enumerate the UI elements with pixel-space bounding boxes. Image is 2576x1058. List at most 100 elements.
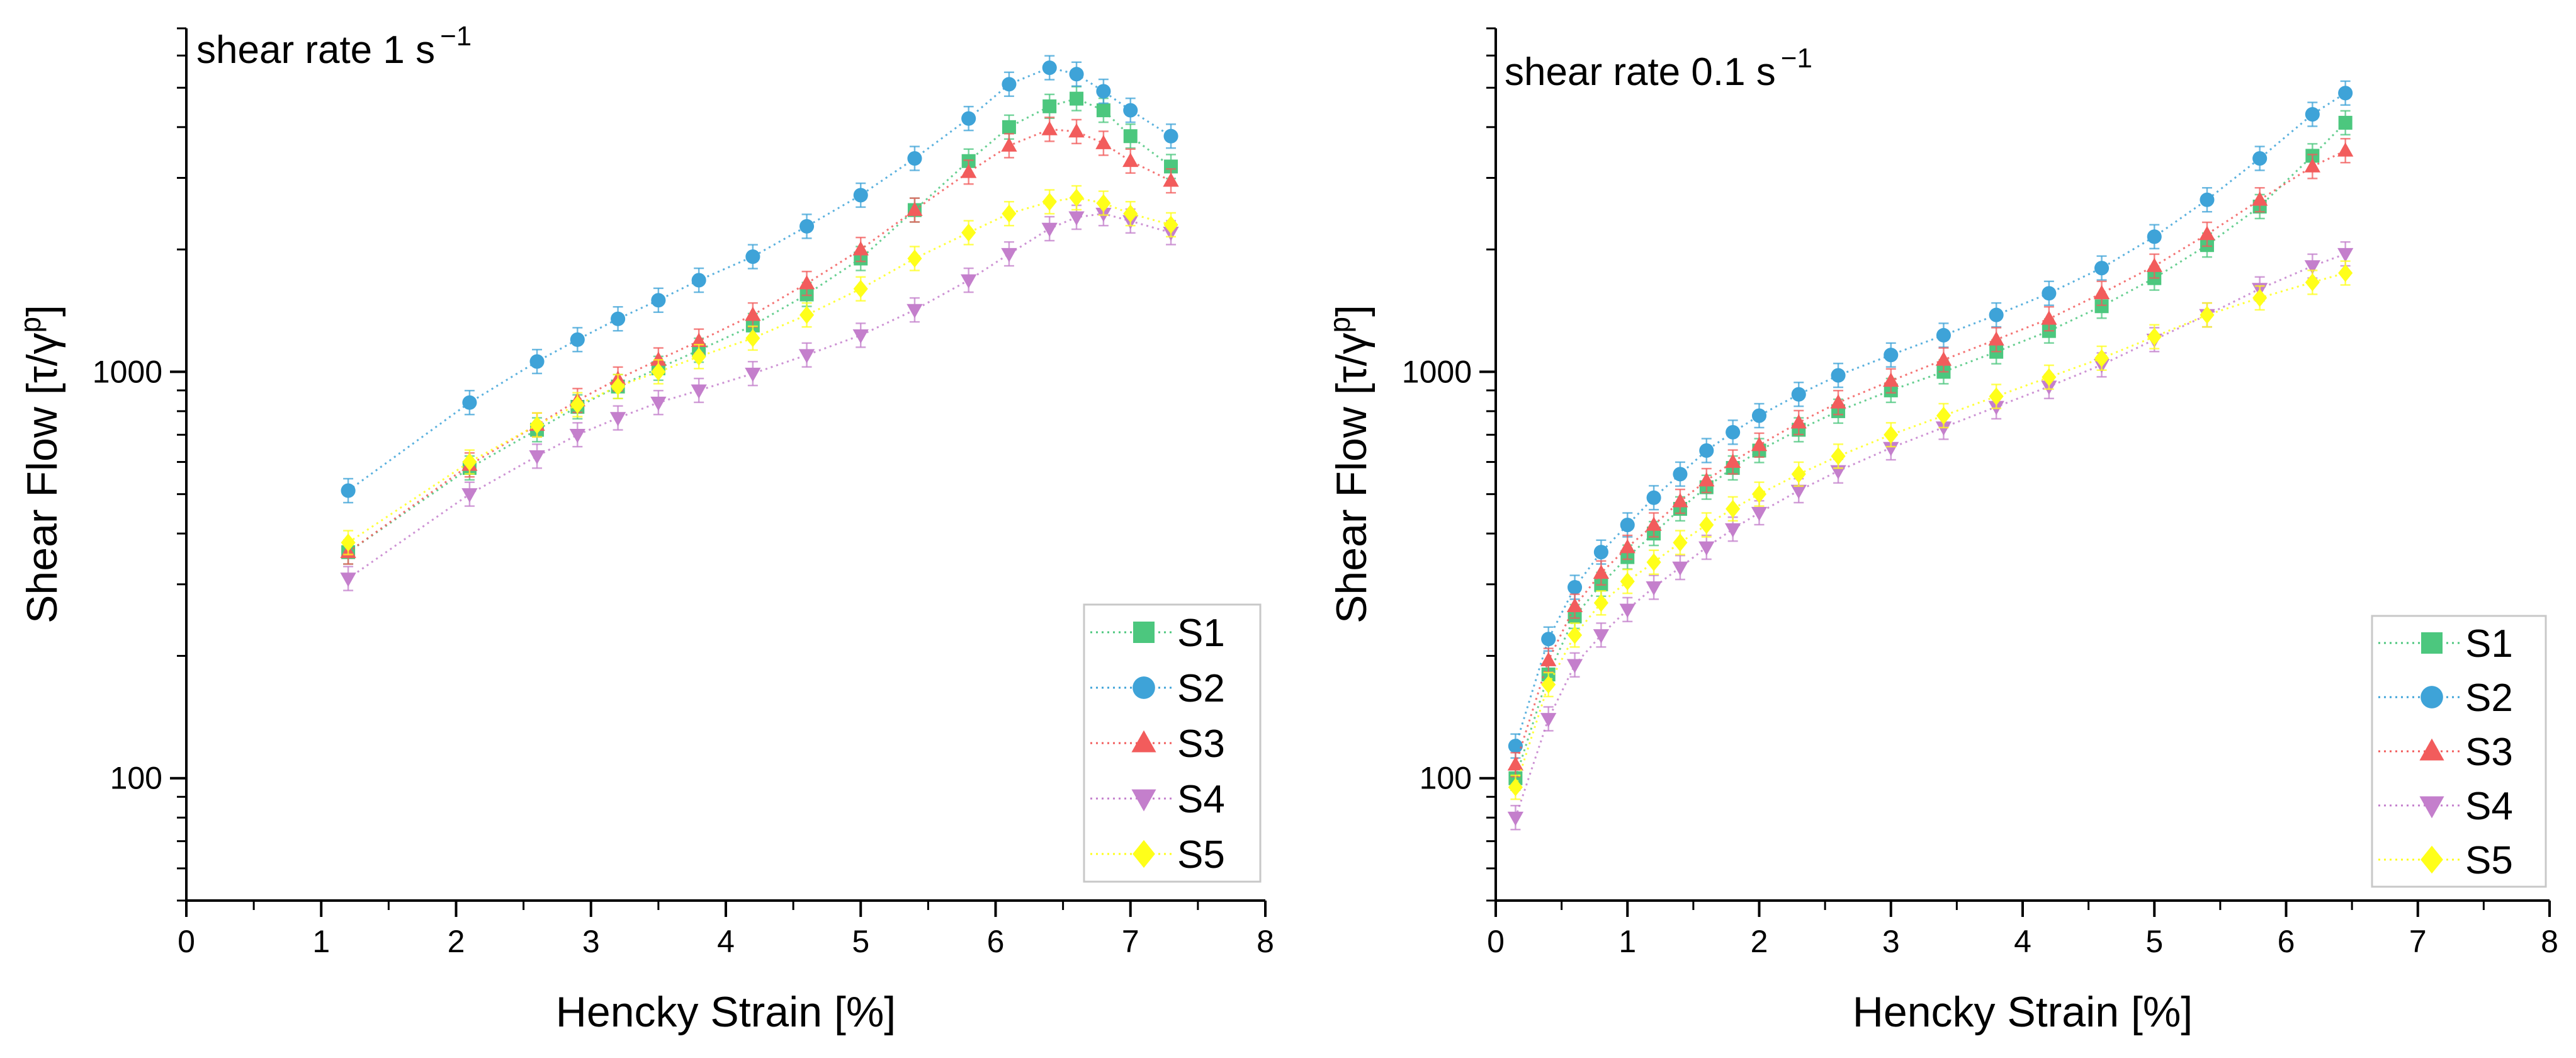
data-point-s5	[462, 453, 477, 471]
data-point-s5	[2252, 288, 2268, 307]
data-point-s2	[2147, 229, 2162, 244]
data-point-s3	[961, 164, 977, 178]
data-point-s5	[745, 329, 760, 348]
data-point-s2	[341, 483, 356, 498]
data-point-s1	[2094, 299, 2109, 314]
data-point-s4	[1646, 581, 1662, 596]
data-point-s5	[1989, 387, 2004, 406]
data-point-s1	[2338, 115, 2353, 130]
data-point-s2	[1699, 443, 1714, 458]
data-point-s4	[1001, 247, 1017, 263]
data-point-s4	[1619, 603, 1635, 618]
data-point-s4	[1935, 421, 1952, 436]
data-point-s5	[611, 377, 626, 396]
data-point-s2	[853, 188, 868, 203]
data-point-s2	[1791, 387, 1806, 402]
data-point-s4	[2337, 247, 2354, 263]
data-point-s5	[961, 224, 976, 242]
data-point-s3	[1646, 516, 1662, 531]
legend-left: S1 S2 S3 S4 S5	[1083, 603, 1262, 883]
data-point-s5	[570, 395, 585, 414]
data-point-s3	[1163, 172, 1179, 187]
data-point-s5	[1936, 406, 1951, 425]
legend-marker-s4	[2419, 796, 2444, 819]
data-point-s2	[1593, 545, 1608, 560]
data-point-s5	[1831, 447, 1846, 465]
data-point-s2	[1042, 60, 1057, 76]
x-axis-title: Hencky Strain [%]	[556, 988, 896, 1036]
data-point-s2	[1541, 632, 1556, 647]
data-point-s2	[1568, 579, 1583, 595]
data-point-s2	[1002, 77, 1017, 92]
data-point-s3	[1619, 538, 1635, 554]
data-point-s2	[1936, 327, 1951, 343]
data-point-s4	[2304, 260, 2320, 275]
data-point-s3	[1935, 351, 1952, 366]
series-s5	[341, 185, 1178, 555]
series-connector	[1514, 92, 2346, 747]
x-tick-label: 3	[582, 924, 600, 959]
data-point-s5	[529, 416, 545, 435]
series-s2	[341, 55, 1178, 504]
legend-marker-s1	[2421, 632, 2443, 654]
data-point-s5	[1096, 194, 1111, 212]
x-tick-label: 4	[2014, 924, 2031, 959]
legend-marker-s3	[2419, 738, 2444, 761]
data-point-s2	[907, 151, 922, 166]
x-tick-label: 3	[1882, 924, 1900, 959]
data-point-s1	[1164, 159, 1178, 174]
data-point-s2	[691, 273, 706, 288]
data-point-s2	[745, 249, 760, 264]
x-tick-label: 7	[2409, 924, 2427, 959]
data-point-s1	[1123, 129, 1138, 144]
data-point-s5	[2094, 349, 2110, 368]
series-s2	[1508, 80, 2353, 759]
series-s4	[340, 201, 1179, 591]
data-point-s3	[852, 241, 869, 256]
data-point-s2	[1123, 103, 1138, 118]
data-point-s4	[691, 384, 707, 399]
data-point-s3	[1988, 331, 2004, 346]
x-tick-label: 0	[178, 924, 195, 959]
legend-marker-s5	[1133, 839, 1155, 868]
data-point-s2	[1096, 84, 1111, 99]
data-point-s5	[799, 305, 815, 324]
data-point-s2	[1989, 307, 2004, 322]
x-tick-label: 5	[852, 924, 869, 959]
y-axis-title: Shear Flow [τ/γp]	[1323, 305, 1376, 623]
data-point-s3	[1790, 414, 1807, 429]
data-point-s5	[853, 280, 868, 298]
y-tick-label: 1000	[93, 354, 162, 389]
data-point-s3	[650, 351, 667, 366]
data-point-s4	[1672, 561, 1688, 576]
series-s5	[1508, 260, 2353, 800]
y-tick-label: 100	[110, 761, 162, 796]
series-s4	[1507, 241, 2354, 831]
data-point-s4	[1593, 629, 1610, 644]
data-point-s5	[2200, 305, 2215, 324]
data-point-s4	[569, 428, 585, 443]
data-point-s5	[2042, 368, 2057, 387]
data-point-s4	[907, 304, 923, 319]
legend-label-s4: S4	[2465, 785, 2513, 828]
data-point-s4	[1725, 523, 1741, 538]
panel-title: shear rate 0.1 s −1	[1505, 43, 1812, 94]
data-point-s3	[1830, 394, 1846, 409]
data-point-s4	[961, 274, 977, 289]
x-tick-label: 2	[448, 924, 465, 959]
data-point-s5	[907, 249, 922, 268]
data-point-s3	[2304, 158, 2320, 173]
data-point-s2	[462, 395, 477, 410]
data-point-s3	[2093, 285, 2110, 300]
x-tick-label: 6	[2278, 924, 2295, 959]
data-point-s2	[1673, 467, 1688, 482]
legend-label-s1: S1	[2465, 622, 2513, 666]
series-s1	[1508, 110, 2353, 791]
y-axis-title: Shear Flow [τ/γp]	[14, 305, 66, 623]
legend-right: S1 S2 S3 S4 S5	[2371, 615, 2547, 888]
data-point-s1	[1070, 91, 1084, 106]
data-point-s2	[1620, 517, 1635, 533]
data-point-s2	[611, 311, 626, 326]
series-connector	[1514, 149, 2346, 765]
data-point-s2	[1163, 128, 1178, 144]
